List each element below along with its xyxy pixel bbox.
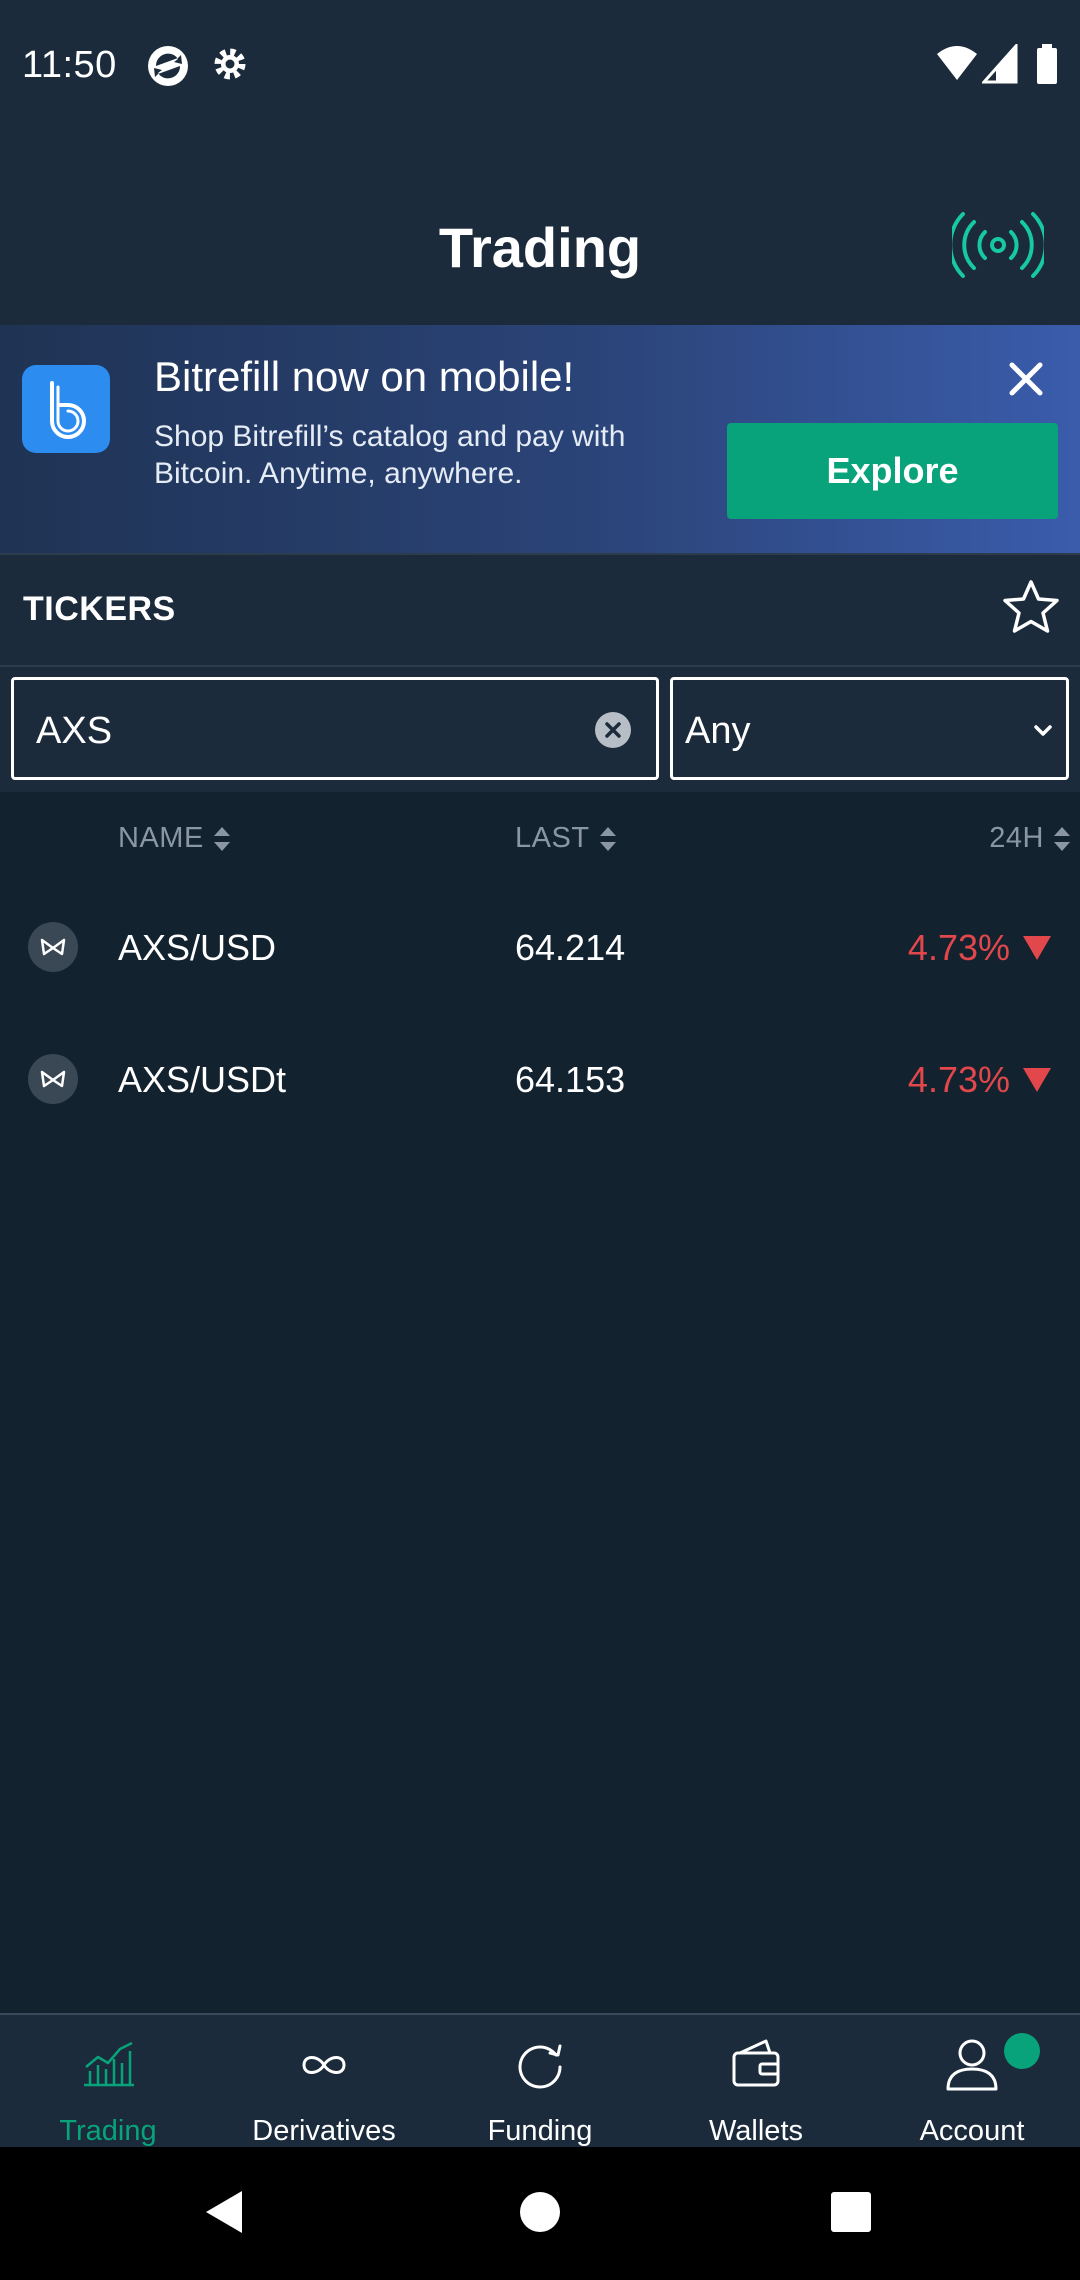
banner-title: Bitrefill now on mobile! [154,353,575,400]
sort-icon [599,826,616,851]
back-icon[interactable] [200,2187,250,2237]
ticker-search-input[interactable]: AXS [11,677,659,780]
status-time: 11:50 [22,44,117,86]
ticker-name: AXS/USD [118,927,277,968]
axs-coin-icon [28,922,78,972]
select-value: Any [685,710,751,752]
tickers-title: TICKERS [23,590,176,628]
axs-coin-icon [28,1054,78,1104]
banner-description: Shop Bitrefill’s catalog and pay with Bi… [154,420,626,490]
down-arrow-icon [1023,936,1051,960]
ticker-24h-change: 4.73% [908,927,1052,969]
nav-label: Funding [487,2115,593,2147]
refresh-icon [518,2044,562,2089]
divider [0,553,1080,555]
down-arrow-icon [1023,1068,1051,1092]
chart-icon [84,2041,134,2087]
sort-name-header[interactable]: NAME [118,822,232,855]
user-icon [946,2039,998,2091]
notification-dot [1004,2033,1040,2069]
cell-signal-icon [982,44,1018,84]
ticker-row[interactable]: AXS/USD 64.214 4.73% [0,882,1080,1012]
sync-app-icon [148,46,188,86]
nav-wallets[interactable]: Wallets [648,2015,864,2149]
nav-label: Derivatives [252,2115,396,2147]
clear-search-icon[interactable] [594,711,632,749]
nav-account[interactable]: Account [864,2015,1080,2149]
sort-last-header[interactable]: LAST [515,822,618,855]
divider [0,665,1080,667]
nav-label: Account [919,2115,1025,2147]
nav-trading[interactable]: Trading [0,2015,216,2149]
home-icon[interactable] [515,2187,565,2237]
status-bar: 11:50 [0,0,1080,135]
nav-label: Trading [59,2115,157,2147]
wallet-icon [732,2039,780,2087]
change-value: 4.73% [907,927,1010,968]
ticker-name: AXS/USDt [118,1059,287,1100]
sort-icon [1054,826,1070,851]
live-connection-icon[interactable] [952,210,1044,280]
chevron-down-icon [1034,725,1052,736]
ticker-row[interactable]: AXS/USDt 64.153 4.73% [0,1014,1080,1144]
ticker-last-price: 64.214 [515,927,626,968]
sort-24h-header[interactable]: 24H [989,822,1072,855]
ticker-column-headers: NAME LAST 24H [0,792,1080,882]
filter-row: AXS Any [0,667,1080,792]
column-label: LAST [515,822,590,854]
explore-button[interactable]: Explore [727,423,1058,519]
ticker-last-price: 64.153 [515,1059,626,1100]
system-navigation-bar [0,2147,1080,2280]
nav-label: Wallets [709,2115,803,2147]
bitrefill-logo-icon [22,365,110,453]
bottom-navigation: Trading Derivatives Funding Wallets Acco… [0,2013,1080,2147]
sort-icon [213,826,230,851]
promo-banner: Bitrefill now on mobile! Shop Bitrefill’… [0,325,1080,553]
settings-gear-icon [214,48,246,80]
search-value: AXS [36,710,113,752]
page-title: Trading [438,216,642,279]
column-label: NAME [118,822,204,854]
change-value: 4.73% [907,1059,1010,1100]
app-header: Trading [0,135,1080,325]
tickers-section-header: TICKERS [0,555,1080,665]
nav-derivatives[interactable]: Derivatives [216,2015,432,2149]
nav-funding[interactable]: Funding [432,2015,648,2149]
close-icon[interactable] [1002,355,1050,403]
battery-icon [1037,44,1057,84]
wifi-icon [937,46,977,80]
favorites-star-icon[interactable] [1000,577,1062,639]
ticker-24h-change: 4.73% [908,1059,1052,1101]
quote-currency-select[interactable]: Any [670,677,1069,780]
column-label: 24H [989,822,1044,854]
infinity-icon [302,2056,346,2074]
recents-icon[interactable] [826,2187,876,2237]
